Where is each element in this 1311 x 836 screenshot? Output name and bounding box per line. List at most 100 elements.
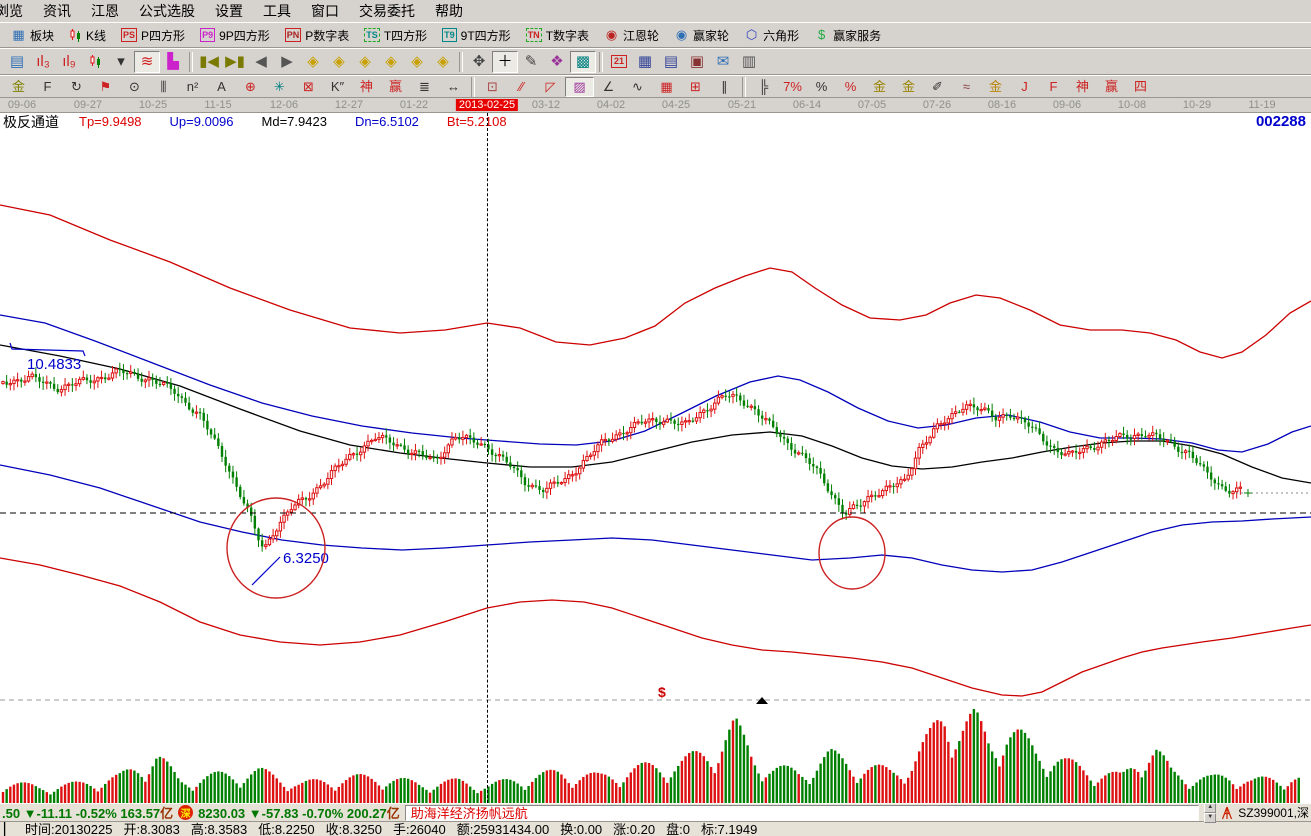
menu-item-6[interactable]: 窗口 [311,3,339,19]
quote-stepper[interactable]: ▲ ▼ [1204,802,1217,823]
winner-wheel-icon: ◉ [675,27,688,42]
indicator-name: 极反通道 [3,113,59,130]
a-mirror-tool[interactable]: A [217,78,226,94]
diamond-right-icon[interactable]: ◈ [333,52,345,70]
cycle-clock-tool[interactable]: ⊙ [129,78,140,94]
histogram-icon[interactable]: ▙ [167,52,179,70]
winner-service-button[interactable]: $ 赢家服务 [807,24,888,47]
gold-angle-tool[interactable]: 金 [988,78,1002,94]
winner-wheel-button[interactable]: ◉ 赢家轮 [667,24,736,47]
t-square-button[interactable]: TS T四方形 [357,24,434,47]
stepper-up-icon[interactable]: ▲ [1204,802,1217,813]
flag-tool[interactable]: ⚑ [99,78,112,94]
menu-item-0[interactable]: 浏览 [0,3,23,19]
menu-item-3[interactable]: 公式选股 [139,3,195,19]
box-select-tool[interactable]: ⊡ [487,78,498,94]
sectors-button[interactable]: ▦ 板块 [4,24,61,47]
grid-diagonal-tool[interactable]: ◸ [545,78,556,94]
parallel-lines-tool[interactable]: ∥ [721,78,728,94]
remote-pc-icon[interactable]: ▥ [741,52,757,70]
spiral-tool[interactable]: ↻ [71,78,82,94]
next-page-icon[interactable]: ▶ [281,52,293,70]
diamond-hshrink-icon[interactable]: ◈ [359,52,371,70]
hot-analysis-icon[interactable]: ≋ [134,50,160,73]
gold-circle-tool[interactable]: 金 [872,78,886,94]
period-dropdown-icon[interactable]: ▾ [117,52,125,70]
candlestick-chart[interactable]: 10.4833 6.3250 $ [0,130,1311,803]
hexagon-button[interactable]: ⬡ 六角形 [737,24,806,47]
comb-ruler-tool[interactable]: ⫼ [160,78,167,94]
fan-box-tool[interactable]: ▨ [565,76,594,97]
grid-arrow-tool[interactable]: ⊞ [690,78,701,94]
n2-ruler-tool[interactable]: n² [186,78,199,94]
toolbar-separator [459,51,463,72]
last-page-icon[interactable]: ▶▮ [225,52,245,70]
percent-line-tool[interactable]: % [844,78,857,94]
first-page-icon[interactable]: ▮◀ [199,52,219,70]
9t-square-button[interactable]: T9 9T四方形 [435,24,518,47]
wave-overlay-tool[interactable]: ≈ [962,78,971,94]
date-tick: 10-29 [1182,99,1212,111]
gann-fan-tool[interactable]: ∕∕ [519,78,524,94]
circle-cross-tool[interactable]: ⊕ [245,78,256,94]
calculator-icon[interactable]: ▦ [637,52,653,70]
percent7-tool[interactable]: 7% [783,78,802,94]
ruler-123-tool[interactable]: ≣ [419,78,430,94]
f-angle-tool[interactable]: F [1049,78,1058,94]
angle-fan-tool[interactable]: ∠ [602,78,615,94]
ying-angle-tool[interactable]: 赢 [1104,78,1118,94]
bars3-icon[interactable]: ıl₃ [36,52,50,70]
zigzag-tool[interactable]: ∿ [632,78,643,94]
menu-item-8[interactable]: 帮助 [435,3,463,19]
diamond-left-icon[interactable]: ◈ [307,52,319,70]
save-icon[interactable]: ▣ [689,52,705,70]
prev-page-icon[interactable]: ◀ [255,52,267,70]
brush-tool[interactable]: ✐ [932,78,943,94]
kline-button[interactable]: K线 [62,24,113,47]
width-measure-tool[interactable]: ↔ [447,78,460,94]
percent-tool[interactable]: % [815,78,828,94]
t-digit-table-button[interactable]: TN T数字表 [519,24,596,47]
crosshair-icon[interactable]: ＋ [492,50,518,73]
web-star-tool[interactable]: ✳ [274,78,285,94]
j-angle-tool[interactable]: J [1021,78,1028,94]
k-quote-tool[interactable]: K″ [330,78,345,94]
stepper-down-icon[interactable]: ▼ [1204,812,1217,823]
brain-tool-icon[interactable]: ▩ [570,50,596,73]
ying-ruler-tool[interactable]: 赢 [388,78,402,94]
price-scale-tool[interactable]: ╠ [758,78,769,94]
p-square-button[interactable]: PS P四方形 [114,24,192,47]
9p-square-button[interactable]: P9 9P四方形 [193,24,277,47]
red-grid-tool[interactable]: ▦ [660,78,673,94]
shen-angle-tool[interactable]: 神 [1075,78,1089,94]
menu-item-4[interactable]: 设置 [215,3,243,19]
bars9-icon[interactable]: ıl₉ [62,52,76,70]
f-ruler-tool[interactable]: F [43,78,52,94]
shen-ruler-tool[interactable]: 神 [359,78,373,94]
report-icon[interactable]: ▤ [9,52,25,70]
notepad-icon[interactable]: ▤ [663,52,679,70]
boxed-web-tool[interactable]: ⊠ [303,78,314,94]
four-angle-tool[interactable]: 四 [1133,78,1147,94]
flower-tool-icon[interactable]: ❖ [550,52,564,70]
period-candle-icon[interactable] [82,51,108,73]
gann-wheel-button[interactable]: ◉ 江恩轮 [597,24,666,47]
indicator-param: Up=9.0096 [169,114,234,129]
mail-globe-icon[interactable]: ✉ [716,52,730,70]
pan-hand-icon[interactable]: ✥ [472,52,486,70]
menu-item-5[interactable]: 工具 [263,3,291,19]
calendar-icon-badge: 21 [610,55,627,68]
gold-line-tool[interactable]: 金 [901,78,915,94]
calendar-icon[interactable]: 21 [606,51,632,73]
p-digit-table-button[interactable]: PN P数字表 [278,24,357,47]
channel-up-line [0,314,1311,453]
menu-item-2[interactable]: 江恩 [91,3,119,19]
menu-item-1[interactable]: 资讯 [43,3,71,19]
diamond-expand-all-icon[interactable]: ◈ [437,52,449,70]
p-square-label: P四方形 [141,28,186,43]
diamond-hexpand-icon[interactable]: ◈ [385,52,397,70]
menu-item-7[interactable]: 交易委托 [359,3,415,19]
draw-line-icon[interactable]: ✎ [524,52,538,70]
gold-ruler-tool[interactable]: 金 [11,78,25,94]
diamond-vexpand-icon[interactable]: ◈ [411,52,423,70]
